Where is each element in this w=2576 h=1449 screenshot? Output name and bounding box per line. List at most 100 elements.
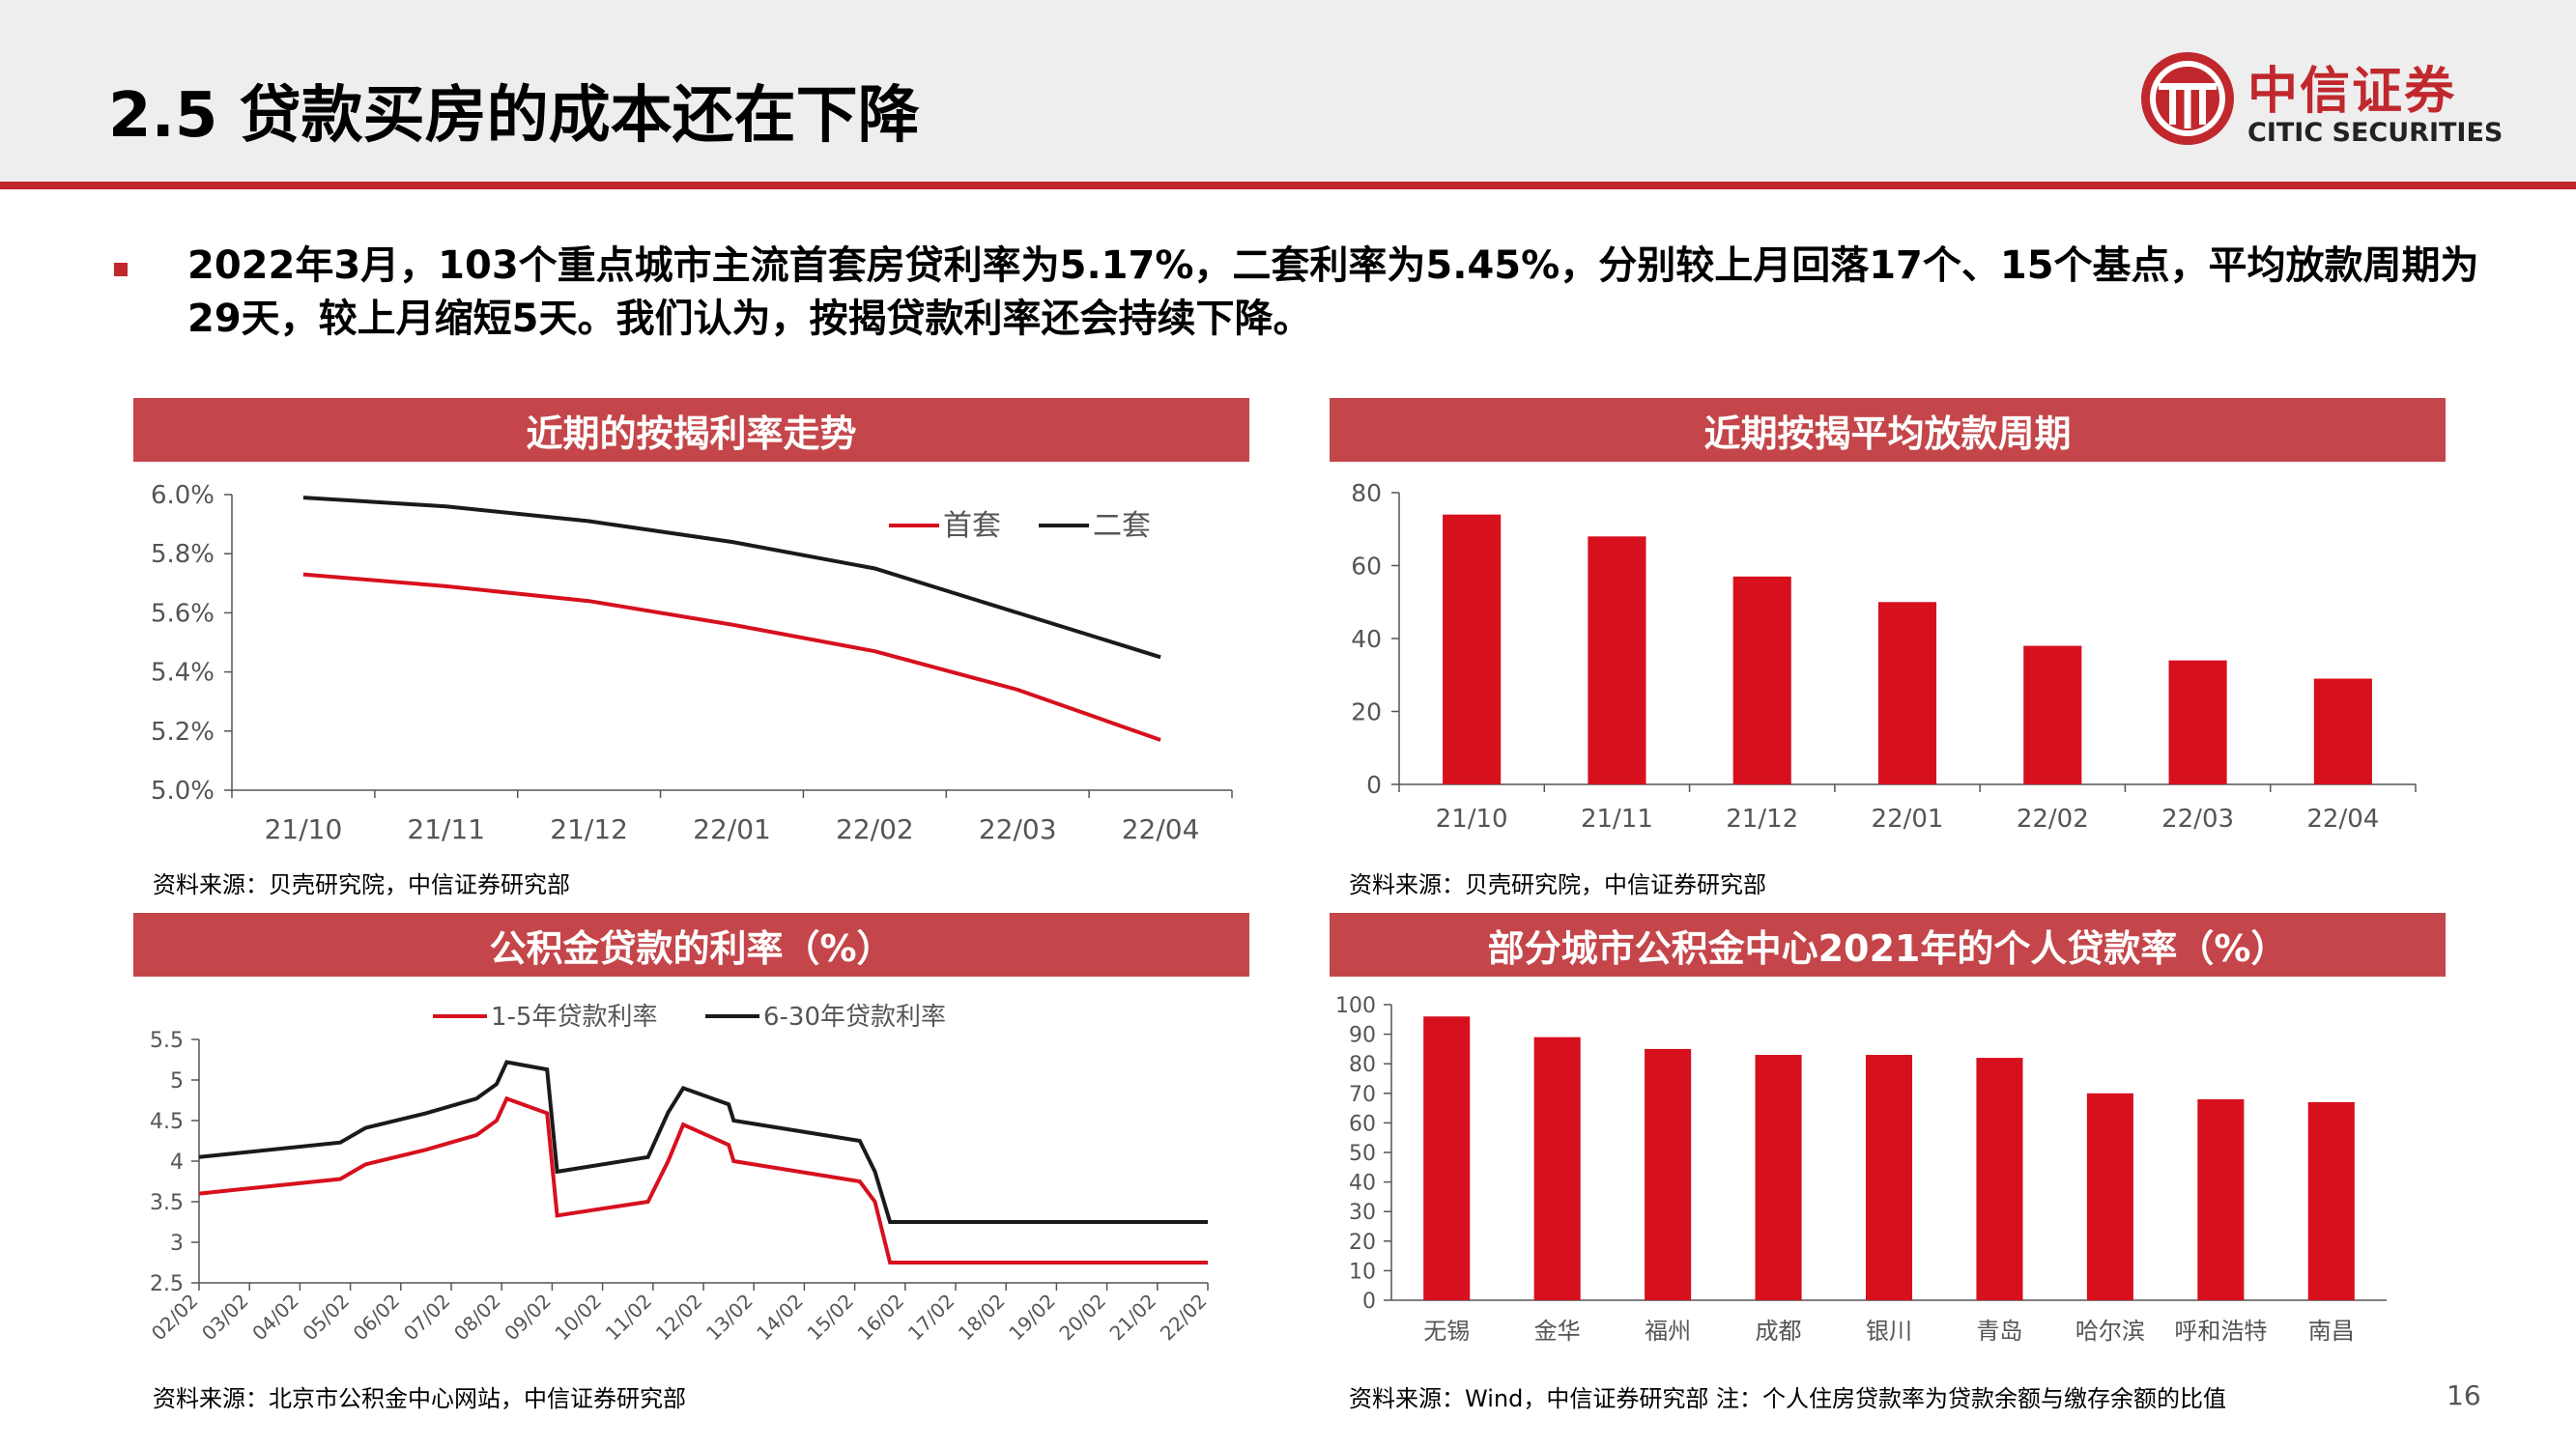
y-tick-label: 90 xyxy=(1349,1024,1376,1048)
y-tick-label: 3.5 xyxy=(150,1191,184,1215)
bullet-text: 2022年3月，103个重点城市主流首套房贷利率为5.17%，二套利率为5.45… xyxy=(187,243,2479,341)
y-tick-label: 5.6% xyxy=(151,599,215,628)
bar xyxy=(1865,1055,1913,1300)
source-note-fund-rate: 资料来源：北京市公积金中心网站，中信证券研究部 xyxy=(153,1385,686,1412)
y-tick-label: 20 xyxy=(1349,1231,1376,1255)
x-tick-label: 20/02 xyxy=(1054,1290,1110,1346)
x-tick-label: 15/02 xyxy=(802,1290,858,1346)
page-title: 2.5 贷款买房的成本还在下降 xyxy=(108,80,920,152)
bar xyxy=(2197,1098,2245,1300)
source-note-loan-cycle: 资料来源：贝壳研究院，中信证券研究部 xyxy=(1349,871,1766,898)
y-tick-label: 80 xyxy=(1349,1053,1376,1077)
x-tick-label: 22/03 xyxy=(2161,805,2234,834)
series-line-long-term xyxy=(198,1060,1208,1224)
mortgage-rate-line-chart: 5.0% 5.2% 5.4% 5.6% 5.8% 6.0% 21/10 21/11 21/12 2… xyxy=(151,481,1233,845)
y-tick-label: 30 xyxy=(1349,1201,1376,1225)
y-tick-label: 5.0% xyxy=(151,777,215,806)
x-tick-label: 16/02 xyxy=(853,1290,909,1346)
legend-label: 二套 xyxy=(1093,509,1151,543)
x-tick-label: 成都 xyxy=(1756,1318,1802,1345)
y-tick-label: 40 xyxy=(1351,625,1382,653)
bar xyxy=(1533,1037,1581,1300)
x-tick-label: 呼和浩特 xyxy=(2174,1318,2267,1345)
x-tick-label: 21/12 xyxy=(1726,805,1798,834)
x-tick-label: 22/02 xyxy=(836,813,914,845)
y-tick-label: 5.8% xyxy=(151,540,215,569)
bar xyxy=(2086,1093,2133,1300)
legend-label: 首套 xyxy=(943,509,1001,543)
x-tick-label: 22/01 xyxy=(693,813,771,845)
citic-emblem-icon xyxy=(2141,52,2234,145)
y-tick-label: 5.5 xyxy=(150,1029,184,1053)
y-tick-label: 80 xyxy=(1351,479,1382,507)
bar xyxy=(1755,1055,1802,1300)
fund-rate-line-chart: 2.5 3 3.5 4 4.5 5 5.5 02/0203/0204/0205/0206/02… xyxy=(147,1003,1212,1346)
y-tick-label: 4 xyxy=(170,1151,184,1175)
y-tick-label: 100 xyxy=(1335,994,1376,1018)
legend-label: 6-30年贷款利率 xyxy=(763,1003,946,1032)
x-tick-label: 青岛 xyxy=(1976,1318,2022,1345)
x-tick-label: 18/02 xyxy=(954,1290,1010,1346)
x-tick-label: 21/11 xyxy=(407,813,485,845)
y-tick-label: 60 xyxy=(1349,1112,1376,1136)
bullet-marker xyxy=(114,263,128,276)
x-tick-label: 11/02 xyxy=(601,1290,657,1346)
page-number: 16 xyxy=(2447,1379,2481,1411)
y-tick-label: 0 xyxy=(1362,1290,1376,1314)
x-tick-label: 南昌 xyxy=(2308,1318,2355,1345)
bar xyxy=(2168,660,2227,784)
x-tick-label: 哈尔滨 xyxy=(2075,1318,2145,1345)
x-tick-label: 无锡 xyxy=(1423,1318,1470,1345)
x-tick-label: 07/02 xyxy=(399,1290,455,1346)
y-tick-label: 6.0% xyxy=(151,481,215,510)
x-tick-label: 19/02 xyxy=(1004,1290,1060,1346)
source-note-mortgage-rate: 资料来源：贝壳研究院，中信证券研究部 xyxy=(153,871,570,898)
logo-name-en: CITIC SECURITIES xyxy=(2247,118,2504,148)
x-tick-label: 22/04 xyxy=(1122,813,1200,845)
bar xyxy=(1645,1048,1692,1300)
bar xyxy=(1976,1058,2023,1300)
x-tick-label: 21/11 xyxy=(1581,805,1653,834)
bar xyxy=(1732,576,1791,784)
series-line-short-term xyxy=(198,1095,1208,1264)
x-tick-label: 13/02 xyxy=(701,1290,758,1346)
y-tick-label: 40 xyxy=(1349,1172,1376,1196)
bar xyxy=(2307,1101,2355,1300)
x-tick-label: 04/02 xyxy=(247,1290,303,1346)
y-tick-label: 5 xyxy=(170,1069,184,1094)
series-line-second-home xyxy=(302,496,1161,660)
bar xyxy=(1423,1016,1471,1300)
y-tick-label: 4.5 xyxy=(150,1110,184,1134)
bar xyxy=(1588,536,1646,784)
x-tick-label: 21/02 xyxy=(1105,1290,1161,1346)
y-tick-label: 10 xyxy=(1349,1260,1376,1284)
panel-header-loan-cycle: 近期按揭平均放款周期 xyxy=(1330,398,2446,462)
x-tick-label: 12/02 xyxy=(651,1290,707,1346)
x-tick-label: 08/02 xyxy=(449,1290,505,1346)
x-tick-label: 05/02 xyxy=(298,1290,354,1346)
x-tick-label: 03/02 xyxy=(197,1290,253,1346)
x-tick-label: 17/02 xyxy=(903,1290,959,1346)
y-tick-label: 50 xyxy=(1349,1142,1376,1166)
x-tick-label: 金华 xyxy=(1534,1318,1581,1345)
loan-cycle-bar-chart: 0 20 40 60 80 21/10 21/11 21/12 22/01 22/02 22/03 2… xyxy=(1351,479,2417,834)
y-tick-label: 70 xyxy=(1349,1083,1376,1107)
fund-loan-ratio-bar-chart: 0 10 20 30 40 50 60 70 80 90 100 无锡 金华 福州 成都 银川 青岛 哈尔滨 呼和浩… xyxy=(1335,994,2387,1345)
x-tick-label: 21/12 xyxy=(550,813,628,845)
x-tick-label: 福州 xyxy=(1645,1318,1691,1345)
x-tick-label: 21/10 xyxy=(265,813,343,845)
x-tick-label: 06/02 xyxy=(349,1290,405,1346)
bar xyxy=(2313,678,2372,784)
x-tick-label: 02/02 xyxy=(147,1290,203,1346)
panel-header-mortgage-rate: 近期的按揭利率走势 xyxy=(133,398,1249,462)
series-line-first-home xyxy=(302,572,1161,742)
panel-header-fund-loan-ratio: 部分城市公积金中心2021年的个人贷款率（%） xyxy=(1330,913,2446,977)
x-tick-label: 22/03 xyxy=(979,813,1057,845)
bar xyxy=(1877,602,1937,784)
y-tick-label: 5.2% xyxy=(151,718,215,747)
x-tick-label: 22/04 xyxy=(2306,805,2379,834)
bar xyxy=(2023,645,2082,784)
header-divider xyxy=(0,182,2576,189)
y-tick-label: 5.4% xyxy=(151,659,215,688)
x-tick-label: 22/02 xyxy=(1156,1290,1212,1346)
